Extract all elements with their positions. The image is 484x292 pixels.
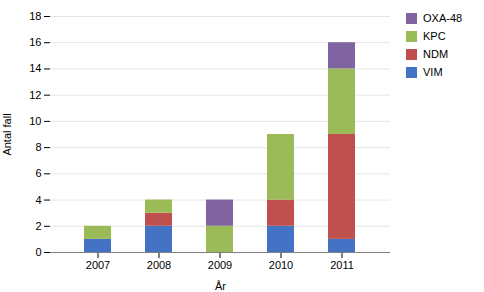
svg-text:6: 6 [35, 167, 41, 179]
svg-text:14: 14 [29, 62, 41, 74]
svg-text:2011: 2011 [330, 259, 354, 271]
svg-text:0: 0 [35, 246, 41, 258]
svg-text:2008: 2008 [147, 259, 171, 271]
svg-text:2009: 2009 [208, 259, 232, 271]
svg-text:2010: 2010 [269, 259, 293, 271]
svg-text:2007: 2007 [86, 259, 110, 271]
html-text:OXA-48: OXA-48 [423, 12, 463, 24]
html-text:NDM: NDM [423, 48, 449, 60]
svg-text:2: 2 [35, 220, 41, 232]
svg-text:10: 10 [29, 115, 41, 127]
html-text:KPC: KPC [423, 30, 446, 42]
html-text:VIM: VIM [423, 66, 443, 78]
svg-text:12: 12 [29, 89, 41, 101]
svg-text:8: 8 [35, 141, 41, 153]
svg-text:Antal fall: Antal fall [1, 113, 13, 155]
svg-text:16: 16 [29, 36, 41, 48]
svg-text:4: 4 [35, 194, 41, 206]
svg-text:18: 18 [29, 10, 41, 22]
svg-text:År: År [215, 280, 226, 292]
